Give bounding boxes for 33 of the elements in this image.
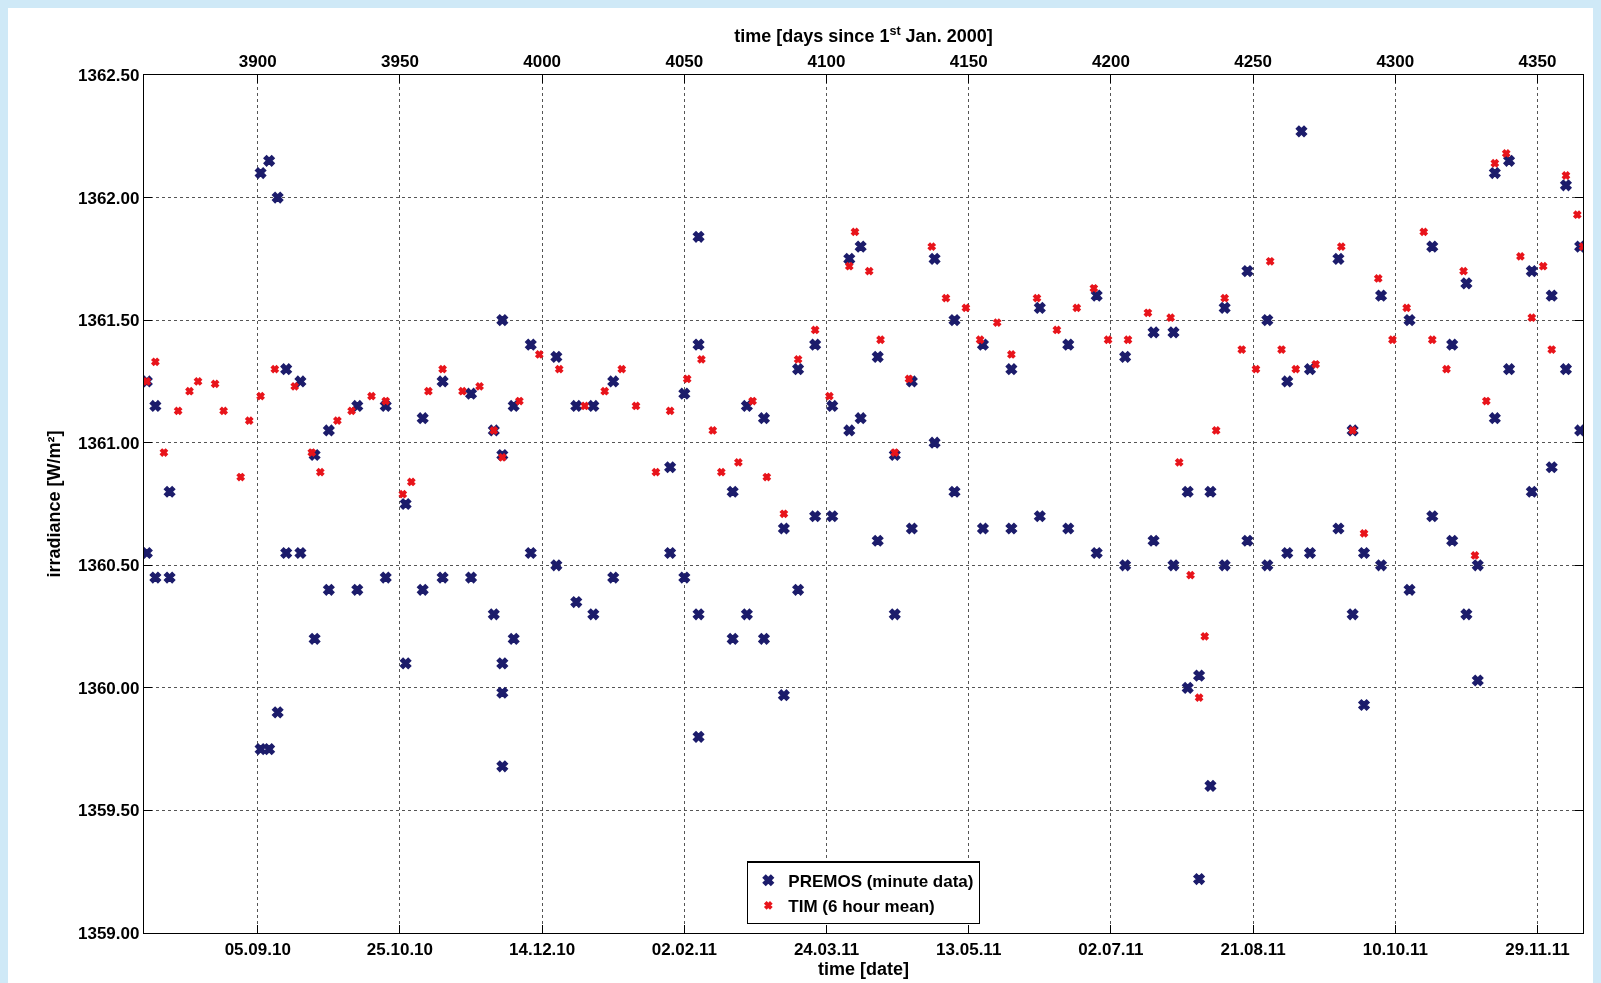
x-axis-title: time [date] [817,958,910,979]
legend-label: TIM (6 hour mean) [788,897,935,916]
legend-label: PREMOS (minute data) [788,871,974,891]
x2-tick-label: 4250 [1234,52,1273,72]
x-tick-label: 05.09.10 [224,939,291,959]
y-tick-label: 1362.00 [78,188,140,208]
y-tick-label: 1359.00 [78,923,140,943]
x-tick-label: 13.05.11 [936,939,1002,959]
x2-tick-label: 4100 [807,52,846,72]
x2-tick-label: 3950 [381,52,419,72]
x2-tick-label: 4000 [523,52,562,72]
x2-tick-label: 3900 [238,52,277,72]
x2-tick-label: 4200 [1092,52,1130,72]
y-tick-label: 1360.00 [78,678,140,698]
x2-tick-label: 4050 [665,52,704,72]
x-tick-label: 29.11.11 [1505,939,1570,959]
x2-tick-label: 4150 [949,52,988,72]
y-tick-label: 1361.00 [78,433,140,453]
x-tick-label: 02.02.11 [651,939,717,959]
x2-axis-title: time [days since 1$^{st}$ Jan. 2000] [734,23,993,47]
x2-tick-label: 4350 [1518,52,1557,72]
x-tick-label: 21.08.11 [1220,939,1286,959]
y-tick-label: 1360.50 [78,556,140,576]
y-tick-label: 1359.50 [78,801,140,821]
y-tick-label: 1362.50 [78,65,140,85]
x-tick-label: 25.10.10 [366,939,434,959]
y-tick-label: 1361.50 [78,311,140,331]
x-tick-label: 02.07.11 [1078,939,1144,959]
x2-tick-label: 4300 [1376,52,1415,72]
x-tick-label: 24.03.11 [793,939,860,959]
y-axis-title: irradiance [W/m²] [44,430,65,578]
x-tick-label: 10.10.11 [1362,939,1428,959]
x-tick-label: 14.12.10 [509,939,576,959]
